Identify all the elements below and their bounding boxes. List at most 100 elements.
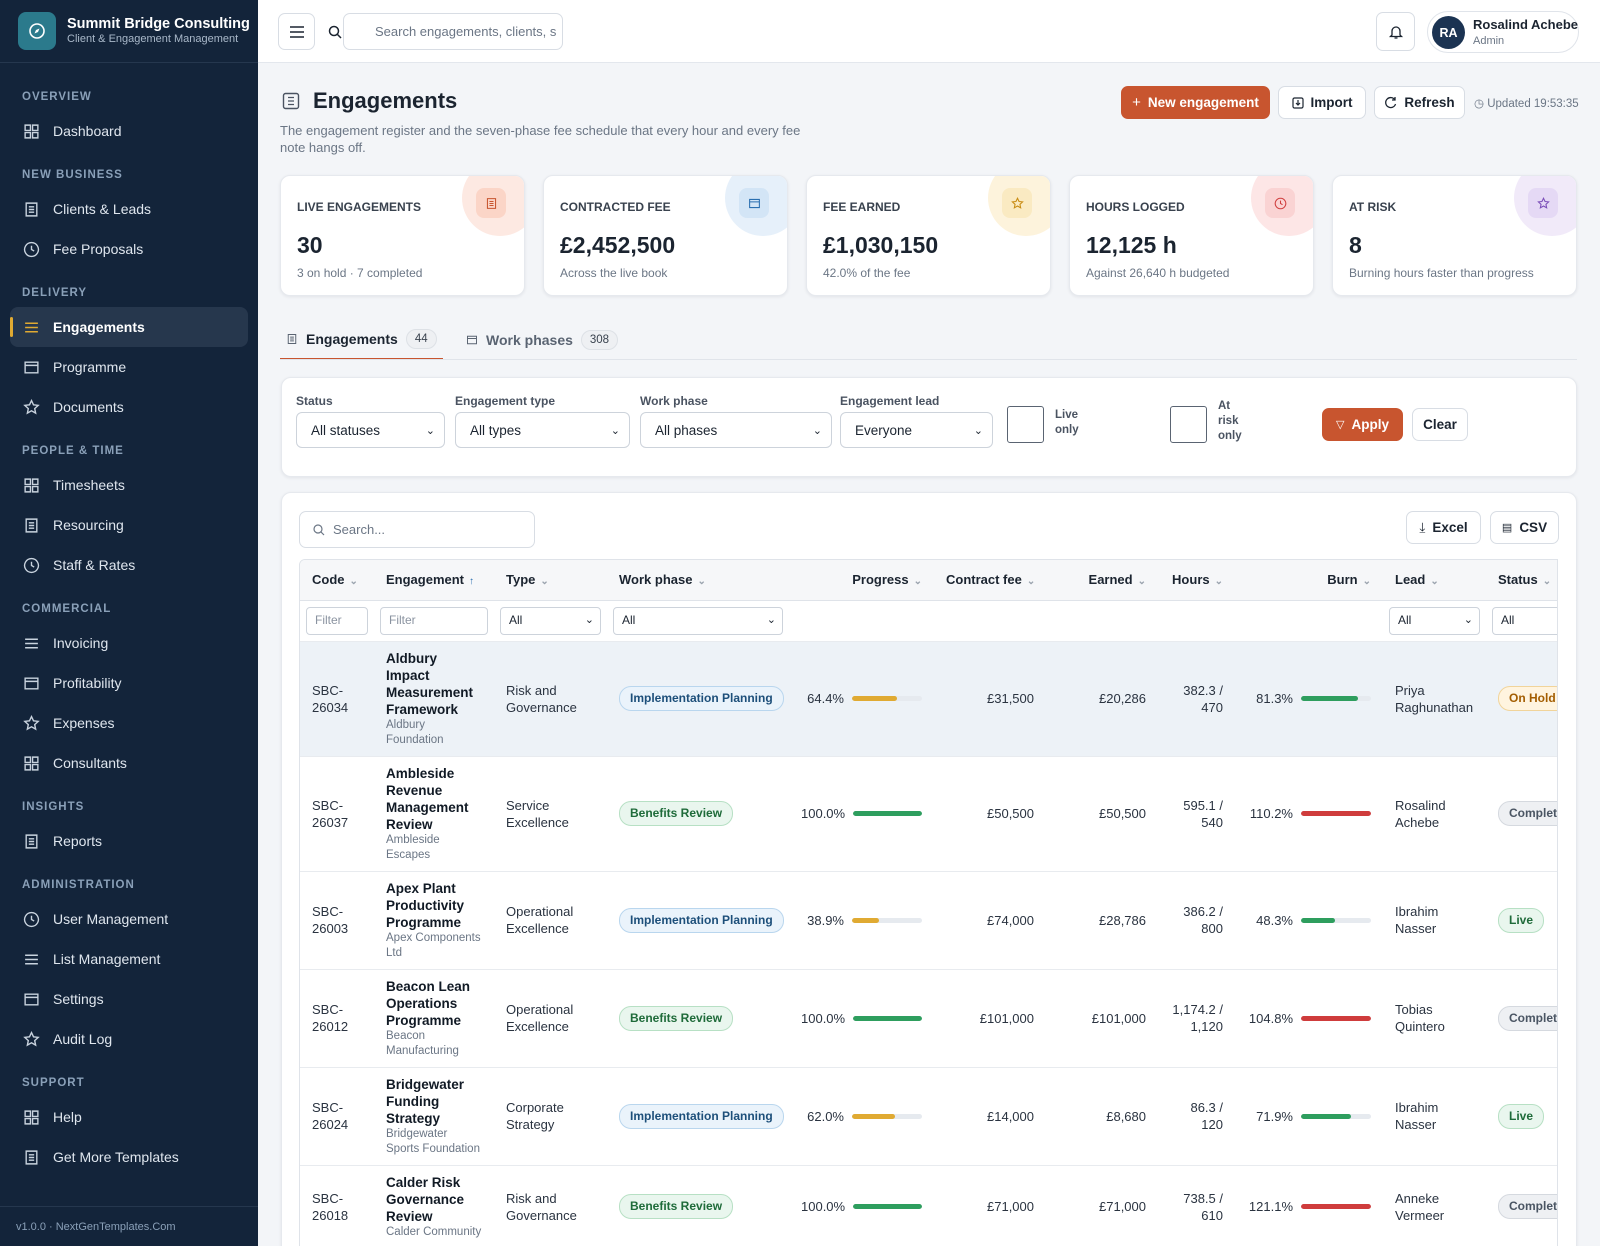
menu-button[interactable]: [278, 13, 315, 50]
fee-cell: £74,000: [934, 871, 1046, 970]
nav-item[interactable]: Invoicing: [10, 623, 248, 663]
tab[interactable]: Engagements 44: [280, 320, 443, 360]
table-row[interactable]: SBC-26034 Aldbury Impact Measurement Fram…: [300, 641, 1557, 757]
column-header[interactable]: Lead ⌄: [1383, 560, 1486, 601]
table-row[interactable]: SBC-26018 Calder Risk Governance Review Ca…: [300, 1165, 1557, 1246]
stat-card: AT RISK 8 Burning hours faster than progre…: [1332, 175, 1577, 296]
icon-shape: [748, 198, 760, 208]
nav-item[interactable]: Programme: [10, 347, 248, 387]
nav-item[interactable]: Get More Templates: [10, 1137, 248, 1177]
fee-cell: £101,000: [934, 969, 1046, 1068]
table-row[interactable]: SBC-26037 Ambleside Revenue Management Re…: [300, 756, 1557, 872]
sort-indicator: ⌄: [540, 576, 549, 588]
nav-item[interactable]: Consultants: [10, 743, 248, 783]
table-row[interactable]: SBC-26024 Bridgewater Funding Strategy Bri…: [300, 1067, 1557, 1166]
column-header[interactable]: Earned ⌄: [1046, 560, 1158, 601]
nav-item[interactable]: List Management: [10, 939, 248, 979]
filter-select[interactable]: All statuses ⌄: [296, 412, 445, 448]
nav-item[interactable]: Documents: [10, 387, 248, 427]
stat-icon: [1002, 188, 1032, 218]
progress-cell: 100.0%: [789, 1165, 934, 1246]
column-filter-cell: [789, 600, 934, 642]
column-filter[interactable]: Filter: [306, 606, 368, 635]
engagement-cell: Apex Plant Productivity Programme Apex Co…: [374, 871, 494, 970]
icon: [467, 335, 477, 345]
column-header[interactable]: Contract fee ⌄: [934, 560, 1046, 601]
column-header[interactable]: Burn ⌄: [1235, 560, 1383, 601]
phase-badge: Benefits Review: [619, 1005, 734, 1031]
meter-label: 48.3%: [1256, 912, 1293, 928]
filter-select[interactable]: Everyone ⌄: [840, 412, 993, 448]
filter-label: Engagement type: [455, 394, 556, 408]
nav-item[interactable]: Settings: [10, 979, 248, 1019]
column-header[interactable]: Engagement ↑: [374, 560, 494, 601]
filter-select[interactable]: All types ⌄: [455, 412, 630, 448]
icon: [25, 1149, 38, 1165]
table-row[interactable]: SBC-26012 Beacon Lean Operations Programm…: [300, 969, 1557, 1068]
tabs-divider: [280, 359, 1577, 360]
import-button[interactable]: Import: [1278, 86, 1366, 119]
nav-item[interactable]: Profitability: [10, 663, 248, 703]
button-label: CSV: [1519, 520, 1548, 535]
select-value: All types: [470, 422, 522, 438]
table-search[interactable]: Search...: [299, 511, 535, 548]
tab[interactable]: Work phases 308: [460, 320, 624, 360]
bell-icon: [1388, 25, 1403, 39]
checkbox[interactable]: [1170, 406, 1207, 443]
nav-label: Fee Proposals: [53, 241, 144, 257]
nav-item[interactable]: Engagements: [10, 307, 248, 347]
icon: [23, 1030, 40, 1046]
column-filter-text: All: [1501, 613, 1515, 627]
column-filter-cell: [1235, 600, 1383, 642]
refresh-button[interactable]: Refresh: [1374, 86, 1465, 119]
nav-item[interactable]: Timesheets: [10, 465, 248, 505]
user-menu[interactable]: RA Rosalind Achebe Admin: [1427, 11, 1579, 53]
filter-label: Engagement lead: [840, 394, 940, 408]
nav-item[interactable]: Expenses: [10, 703, 248, 743]
nav-item[interactable]: Clients & Leads: [10, 189, 248, 229]
icon-shape: [23, 911, 40, 927]
export-csv-button[interactable]: ▤ CSV: [1490, 511, 1559, 544]
filter-select[interactable]: All phases ⌄: [640, 412, 832, 448]
column-header[interactable]: Code ⌄: [300, 560, 374, 601]
meter-fill: [852, 917, 880, 923]
column-header[interactable]: Status ⌄: [1486, 560, 1557, 601]
column-header[interactable]: Hours ⌄: [1158, 560, 1235, 601]
apply-button[interactable]: ▽ Apply: [1322, 408, 1403, 441]
export-excel-button[interactable]: ⤓ Excel: [1406, 511, 1481, 544]
nav-item[interactable]: Fee Proposals: [10, 229, 248, 269]
global-search[interactable]: Search engagements, clients, s: [343, 13, 563, 50]
nav-item[interactable]: Audit Log: [10, 1019, 248, 1059]
column-filter[interactable]: Filter: [380, 606, 488, 635]
column-header[interactable]: Work phase ⌄: [607, 560, 789, 601]
clear-button[interactable]: Clear: [1412, 408, 1468, 441]
nav-item[interactable]: Reports: [10, 821, 248, 861]
sort-indicator: ⌄: [1137, 576, 1146, 588]
nav-item[interactable]: Dashboard: [10, 111, 248, 151]
engagement-name: Bridgewater Funding Strategy: [386, 1076, 465, 1126]
icon-shape: [1010, 196, 1024, 209]
nav-item[interactable]: Help: [10, 1097, 248, 1137]
checkbox[interactable]: [1007, 406, 1044, 443]
table-row[interactable]: SBC-26003 Apex Plant Productivity Program…: [300, 871, 1557, 970]
column-header[interactable]: Type ⌄: [494, 560, 607, 601]
nav-item[interactable]: User Management: [10, 899, 248, 939]
column-filter[interactable]: All⌄: [613, 606, 783, 635]
progress-cell: 100.0%: [789, 756, 934, 872]
column-filter[interactable]: All⌄: [1492, 606, 1557, 635]
notifications-button[interactable]: [1376, 12, 1415, 51]
progress-cell: 100.0%: [789, 969, 934, 1068]
column-filter[interactable]: All⌄: [1389, 606, 1480, 635]
clock-icon: ◷: [1474, 98, 1488, 110]
column-header[interactable]: Progress ⌄: [789, 560, 934, 601]
meter-track: [1301, 1113, 1371, 1119]
nav-label: User Management: [53, 911, 169, 927]
nav-item[interactable]: Resourcing: [10, 505, 248, 545]
column-label: Contract fee: [946, 572, 1022, 588]
nav-item[interactable]: Staff & Rates: [10, 545, 248, 585]
chevron: ⌄: [610, 424, 620, 437]
stat-note: Across the live book: [560, 266, 668, 280]
column-filter[interactable]: All⌄: [500, 606, 601, 635]
new-engagement-button[interactable]: + New engagement: [1121, 86, 1270, 119]
bell-shape: [1388, 25, 1403, 39]
